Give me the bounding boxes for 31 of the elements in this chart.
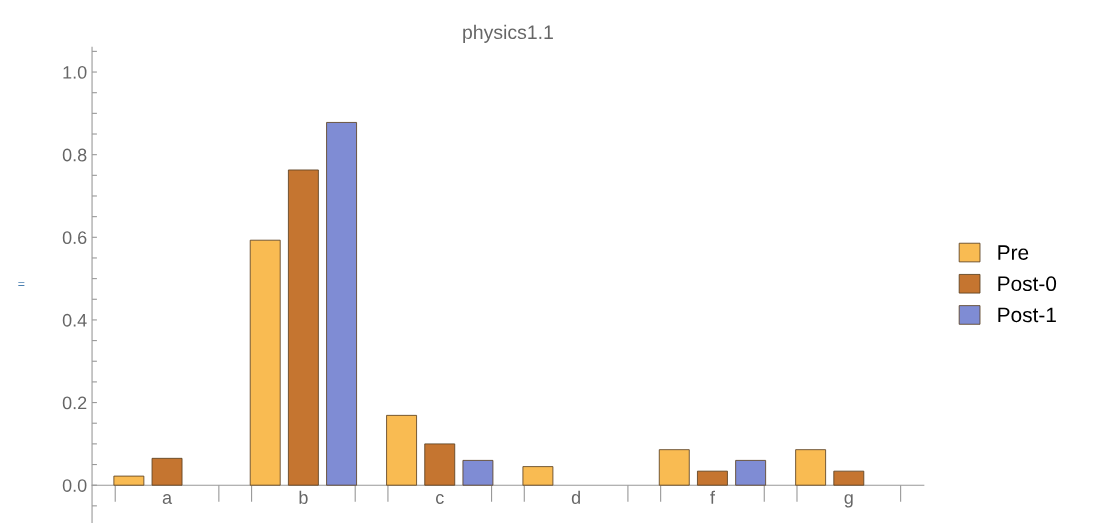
bar bbox=[522, 466, 554, 486]
y-tick-label: 0.6 bbox=[62, 231, 87, 245]
bar bbox=[697, 470, 728, 486]
y-axis-title: = bbox=[18, 281, 25, 286]
chart-title: physics1.1 bbox=[463, 24, 553, 43]
x-tick-label: c bbox=[436, 494, 444, 505]
bar bbox=[658, 449, 690, 486]
bar bbox=[151, 457, 183, 486]
x-tick-label: g bbox=[844, 494, 853, 508]
bar bbox=[735, 459, 767, 486]
y-tick-label: 1.0 bbox=[63, 65, 87, 79]
x-tick-label: a bbox=[162, 494, 173, 505]
y-tick-label: 0.8 bbox=[62, 148, 87, 162]
bar bbox=[287, 169, 319, 486]
y-tick-label: 0.4 bbox=[62, 313, 87, 327]
bar bbox=[326, 122, 357, 486]
bar bbox=[113, 475, 145, 486]
y-tick-label: 0.2 bbox=[62, 396, 87, 410]
legend-label: Pre bbox=[998, 245, 1029, 260]
legend-label: Post-1 bbox=[998, 307, 1056, 323]
x-tick-label: f bbox=[710, 490, 715, 504]
bar bbox=[462, 459, 494, 486]
x-tick-label: b bbox=[299, 490, 308, 505]
y-tick-label: 0.0 bbox=[62, 479, 87, 492]
bar bbox=[833, 470, 865, 486]
legend-label: Post-0 bbox=[998, 276, 1057, 292]
bar bbox=[249, 239, 281, 486]
bar bbox=[795, 449, 827, 486]
bar bbox=[386, 414, 417, 486]
bar bbox=[424, 443, 456, 486]
x-tick-label: d bbox=[571, 490, 580, 505]
